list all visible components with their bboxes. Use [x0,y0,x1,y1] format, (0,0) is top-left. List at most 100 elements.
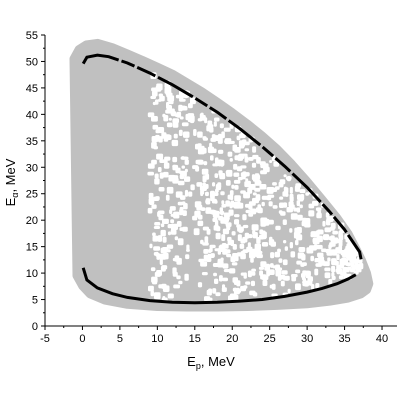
white-hole-point [227,194,233,200]
white-hole-point [297,252,305,259]
white-hole-point [148,192,154,200]
white-hole-point [251,162,257,168]
white-hole-point [274,251,280,258]
x-tick-label: 20 [226,333,238,345]
white-hole-point [150,95,156,99]
white-hole-point [153,246,161,251]
white-hole-point [190,97,196,105]
white-hole-point [331,275,336,280]
white-hole-point [283,174,287,178]
white-hole-point [306,247,314,254]
white-hole-point [289,242,293,249]
white-hole-point [312,200,319,206]
white-hole-point [282,259,288,266]
white-hole-point [287,176,291,182]
white-hole-point [240,253,246,260]
white-hole-point [269,284,276,289]
white-hole-point [187,113,192,119]
white-hole-point [314,268,319,276]
white-hole-point [250,257,254,263]
white-hole-point [159,258,163,265]
white-hole-point [285,193,289,197]
white-hole-point [338,275,344,280]
white-hole-point [224,139,228,144]
white-hole-point [208,288,213,294]
white-hole-point [200,261,208,267]
white-hole-point [223,269,231,273]
white-hole-point [254,173,260,178]
white-hole-point [260,274,267,280]
white-hole-point [305,192,309,196]
white-hole-point [272,205,278,209]
white-hole-point [281,270,288,275]
white-hole-point [221,243,227,249]
white-hole-point [245,209,251,214]
white-hole-point [170,213,178,217]
white-hole-point [147,163,155,169]
white-hole-point [163,162,170,169]
lower-curve [81,267,357,305]
white-hole-point [236,135,241,141]
white-hole-point [310,255,314,262]
white-hole-point [268,201,273,207]
white-hole-point [261,201,265,207]
white-hole-point [179,174,185,180]
white-hole-point [162,285,170,292]
white-hole-point [229,140,235,144]
x-tick-label: -5 [40,333,50,345]
white-hole-point [254,187,261,192]
white-hole-point [225,180,231,186]
white-hole-point [310,231,317,237]
y-tick-label: 50 [26,56,38,68]
white-hole-point [158,187,165,192]
white-hole-point [205,191,209,197]
white-hole-point [215,232,221,240]
y-tick-label: 45 [26,83,38,95]
white-hole-point [147,112,155,118]
white-hole-point [275,269,282,277]
white-hole-point [220,257,224,262]
white-hole-point [197,282,203,288]
white-hole-point [224,249,231,254]
white-hole-point [324,227,331,233]
white-hole-point [298,247,306,252]
white-hole-point [167,231,171,236]
white-hole-point [248,201,256,206]
y-label-sub: α [10,193,20,198]
white-hole-point [226,169,233,177]
white-hole-point [289,193,294,200]
white-hole-point [153,292,161,300]
white-hole-point [162,218,169,224]
white-hole-point [208,248,212,253]
white-hole-point [254,180,261,186]
white-hole-point [293,207,298,212]
white-hole-point [200,189,205,195]
white-hole-point [230,297,237,301]
white-hole-point [277,248,281,253]
white-hole-point [256,237,261,244]
white-hole-point [221,200,225,205]
white-hole-point [301,262,307,266]
white-hole-point [324,272,331,279]
white-hole-point [299,204,303,209]
white-hole-point [237,176,243,181]
white-hole-point [237,234,242,242]
white-hole-point [162,236,167,243]
white-hole-point [186,244,190,251]
white-hole-point [169,209,173,214]
white-hole-point [222,277,228,282]
y-tick-label: 10 [26,268,38,280]
white-hole-point [317,210,322,215]
white-hole-point [150,290,155,297]
white-hole-point [275,225,281,231]
white-hole-point [295,283,301,291]
white-hole-point [301,221,307,227]
white-hole-point [175,94,182,99]
white-hole-point [156,153,164,160]
white-hole-point [158,284,163,289]
white-hole-point [151,204,157,209]
white-hole-point [229,202,233,209]
white-hole-point [244,156,249,163]
white-hole-point [250,208,257,215]
